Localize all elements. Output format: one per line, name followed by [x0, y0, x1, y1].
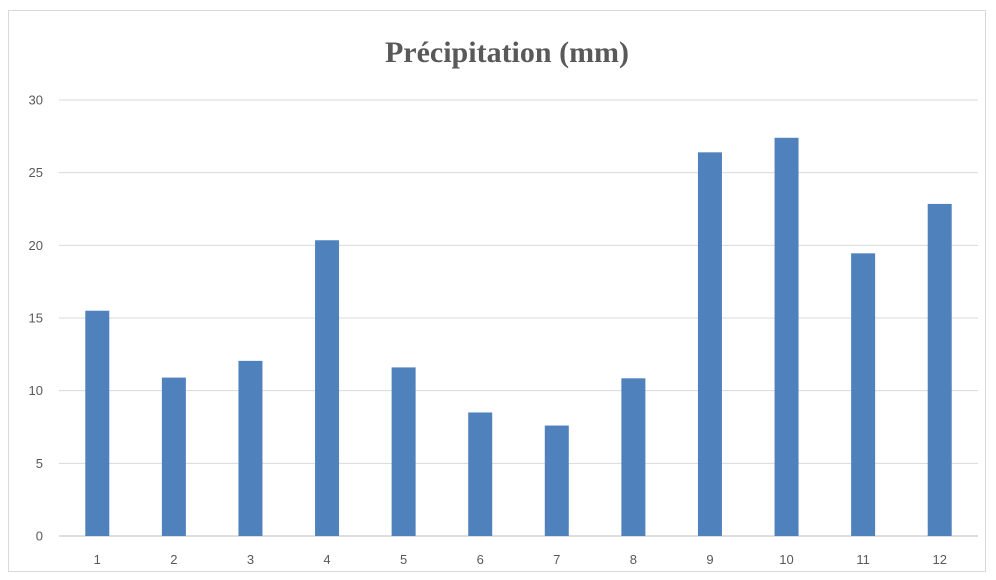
bar-9	[697, 152, 722, 536]
y-tick-label: 25	[29, 165, 43, 180]
x-tick-label: 12	[932, 552, 946, 567]
chart-title: Précipitation (mm)	[385, 36, 629, 69]
y-axis-ticks: 0 5 10 15 20 25 30	[29, 93, 43, 544]
x-tick-label: 9	[706, 552, 713, 567]
bar-5	[391, 367, 416, 536]
gridlines	[59, 99, 978, 537]
bars	[85, 137, 952, 536]
x-tick-label: 1	[94, 552, 101, 567]
bar-11	[851, 253, 876, 536]
x-tick-label: 2	[170, 552, 177, 567]
x-tick-label: 3	[247, 552, 254, 567]
bar-3	[238, 360, 263, 536]
x-tick-label: 10	[779, 552, 793, 567]
y-tick-label: 15	[29, 311, 43, 326]
x-tick-label: 8	[630, 552, 637, 567]
bar-10	[774, 137, 799, 536]
bar-12	[927, 203, 952, 536]
x-tick-label: 5	[400, 552, 407, 567]
x-axis-ticks: 1 2 3 4 5 6 7 8 9 10 11 12	[94, 552, 947, 567]
x-tick-label: 6	[477, 552, 484, 567]
bar-1	[85, 310, 110, 536]
x-tick-label: 7	[553, 552, 560, 567]
bar-8	[621, 378, 646, 536]
bar-6	[468, 412, 493, 536]
bar-4	[315, 240, 340, 536]
y-tick-label: 10	[29, 383, 43, 398]
y-tick-label: 0	[36, 529, 43, 544]
bar-2	[161, 377, 186, 536]
x-tick-label: 4	[323, 552, 330, 567]
y-tick-label: 5	[36, 456, 43, 471]
y-tick-label: 20	[29, 238, 43, 253]
y-tick-label: 30	[29, 93, 43, 108]
x-tick-label: 11	[856, 552, 870, 567]
bar-7	[544, 425, 569, 536]
